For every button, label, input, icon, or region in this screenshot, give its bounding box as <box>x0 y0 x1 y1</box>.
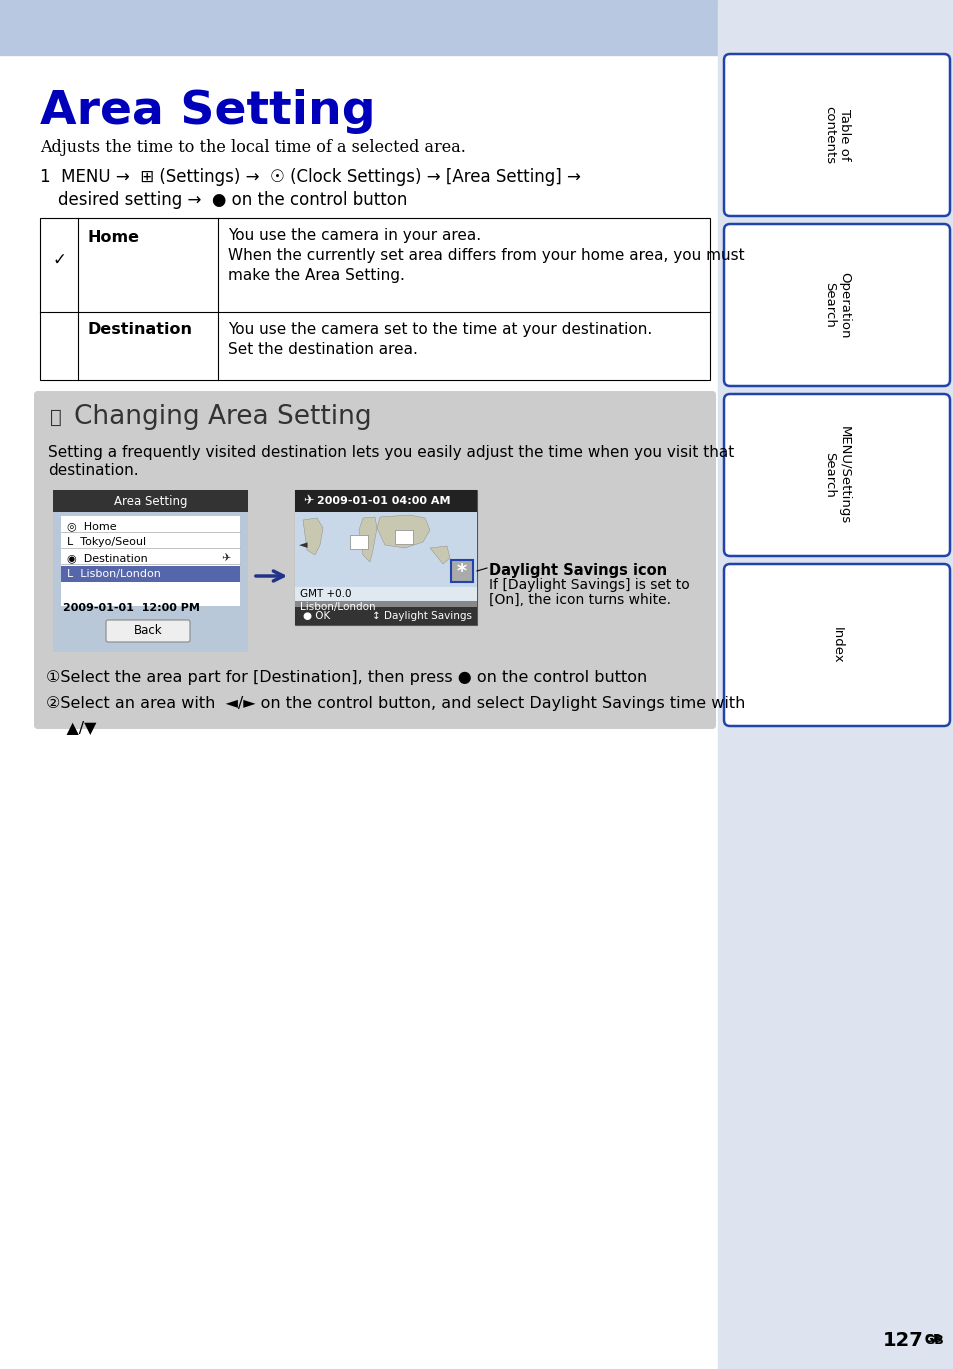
FancyBboxPatch shape <box>723 394 949 556</box>
FancyBboxPatch shape <box>723 53 949 216</box>
FancyBboxPatch shape <box>723 564 949 726</box>
Bar <box>395 530 413 543</box>
Text: Set the destination area.: Set the destination area. <box>228 342 417 357</box>
Text: Changing Area Setting: Changing Area Setting <box>74 404 372 430</box>
Text: ◄: ◄ <box>298 539 307 550</box>
Polygon shape <box>430 546 450 564</box>
Bar <box>350 535 368 549</box>
Text: GMT +0.0: GMT +0.0 <box>299 589 351 600</box>
Text: Setting a frequently visited destination lets you easily adjust the time when yo: Setting a frequently visited destination… <box>48 445 734 460</box>
Text: Operation
Search: Operation Search <box>822 272 850 338</box>
Text: MENU/Settings
Search: MENU/Settings Search <box>822 426 850 524</box>
Bar <box>61 565 240 582</box>
Text: destination.: destination. <box>48 463 138 478</box>
Text: You use the camera in your area.: You use the camera in your area. <box>228 229 480 244</box>
Text: ①Select the area part for [Destination], then press ● on the control button: ①Select the area part for [Destination],… <box>46 669 646 684</box>
Text: desired setting →  ● on the control button: desired setting → ● on the control butto… <box>58 192 407 209</box>
Text: You use the camera set to the time at your destination.: You use the camera set to the time at yo… <box>228 322 652 337</box>
Text: Destination: Destination <box>88 322 193 337</box>
Text: When the currently set area differs from your home area, you must: When the currently set area differs from… <box>228 248 744 263</box>
Bar <box>294 601 476 615</box>
Text: Index: Index <box>830 627 842 664</box>
Text: Adjusts the time to the local time of a selected area.: Adjusts the time to the local time of a … <box>40 140 465 156</box>
Bar <box>53 490 248 512</box>
Text: 1  MENU →  ⊞ (Settings) →  ☉ (Clock Settings) → [Area Setting] →: 1 MENU → ⊞ (Settings) → ☉ (Clock Setting… <box>40 168 580 186</box>
Text: Table of
contents: Table of contents <box>822 105 850 164</box>
Text: [On], the icon turns white.: [On], the icon turns white. <box>489 593 670 606</box>
Text: ◉  Destination: ◉ Destination <box>67 553 148 563</box>
FancyBboxPatch shape <box>34 392 716 730</box>
Text: ②Select an area with  ◄/► on the control button, and select Daylight Savings tim: ②Select an area with ◄/► on the control … <box>46 695 744 711</box>
Bar <box>61 516 240 606</box>
Text: L  Tokyo/Seoul: L Tokyo/Seoul <box>67 537 146 548</box>
Text: Area Setting: Area Setting <box>113 494 187 508</box>
Text: 2009-01-01 04:00 AM: 2009-01-01 04:00 AM <box>316 496 450 507</box>
Bar <box>0 0 953 55</box>
Text: ↕ Daylight Savings: ↕ Daylight Savings <box>372 611 472 622</box>
Text: 💡: 💡 <box>50 408 62 427</box>
Text: GB: GB <box>923 1333 941 1344</box>
Text: *: * <box>456 561 467 580</box>
Text: If [Daylight Savings] is set to: If [Daylight Savings] is set to <box>489 578 689 591</box>
Text: GB: GB <box>923 1335 943 1347</box>
Text: make the Area Setting.: make the Area Setting. <box>228 268 404 283</box>
Text: Lisbon/London: Lisbon/London <box>299 602 375 612</box>
Text: L  Lisbon/London: L Lisbon/London <box>67 570 161 579</box>
Text: ✈: ✈ <box>303 494 314 508</box>
Text: 2009-01-01  12:00 PM: 2009-01-01 12:00 PM <box>63 602 200 613</box>
Text: ✈: ✈ <box>221 553 231 563</box>
FancyBboxPatch shape <box>723 225 949 386</box>
Bar <box>40 218 709 381</box>
Bar <box>718 0 953 1369</box>
Bar <box>451 560 473 582</box>
Bar <box>294 512 476 587</box>
FancyBboxPatch shape <box>106 620 190 642</box>
Text: Area Setting: Area Setting <box>40 89 375 134</box>
Bar <box>294 490 476 626</box>
Text: Back: Back <box>133 624 162 638</box>
Polygon shape <box>358 517 376 563</box>
Bar <box>53 490 248 652</box>
Bar <box>294 490 476 512</box>
Text: ▲/▼: ▲/▼ <box>46 720 96 735</box>
Text: Daylight Savings icon: Daylight Savings icon <box>489 563 666 578</box>
Text: ◎  Home: ◎ Home <box>67 522 116 531</box>
Bar <box>294 606 476 626</box>
Polygon shape <box>303 517 323 554</box>
Text: ✓: ✓ <box>52 251 66 268</box>
Bar <box>294 587 476 601</box>
Text: ● OK: ● OK <box>303 611 330 622</box>
Polygon shape <box>376 515 430 548</box>
Text: 127: 127 <box>882 1332 923 1350</box>
Text: Home: Home <box>88 230 140 245</box>
